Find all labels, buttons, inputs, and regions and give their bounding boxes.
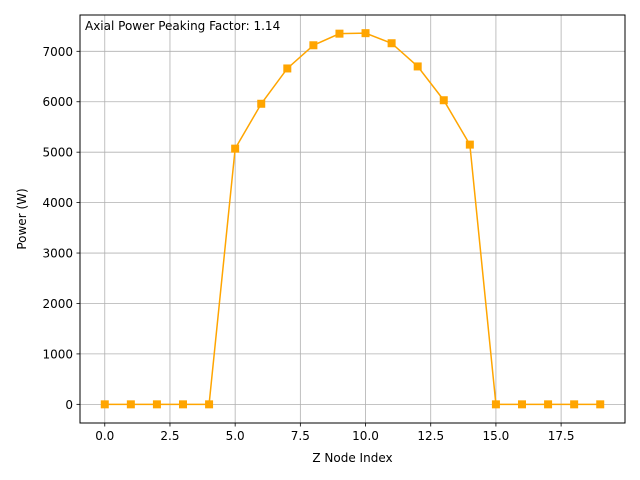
data-point [152, 400, 161, 409]
data-point [544, 400, 553, 409]
data-point [596, 400, 605, 409]
x-tick-label: 5.0 [226, 429, 245, 443]
data-point [570, 400, 579, 409]
ticks: 0.0 2.5 5.0 7.5 10.0 12.5 15.0 17.5 0 1000 2000 300… [42, 45, 574, 443]
y-tick-label: 7000 [42, 45, 73, 59]
data-point [465, 140, 474, 149]
y-tick-label: 6000 [42, 95, 73, 109]
y-tick-label: 3000 [42, 247, 73, 261]
y-tick-label: 0 [65, 398, 73, 412]
peaking-factor-annotation: Axial Power Peaking Factor: 1.14 [85, 19, 280, 33]
x-tick-label: 0.0 [95, 429, 114, 443]
x-tick-label: 17.5 [548, 429, 575, 443]
data-point [100, 400, 109, 409]
series-layer [100, 29, 605, 409]
data-point [491, 400, 500, 409]
x-tick-label: 10.0 [352, 429, 379, 443]
x-axis-label: Z Node Index [312, 451, 392, 465]
data-point [387, 39, 396, 48]
data-point [283, 64, 292, 73]
plot-frame [79, 14, 626, 424]
y-tick-label: 1000 [42, 347, 73, 361]
data-point [439, 96, 448, 105]
x-tick-label: 2.5 [160, 429, 179, 443]
data-point [309, 41, 318, 50]
data-point [126, 400, 135, 409]
data-point [335, 29, 344, 38]
data-point [517, 400, 526, 409]
y-tick-label: 2000 [42, 297, 73, 311]
x-tick-label: 15.0 [483, 429, 510, 443]
series-line [104, 32, 601, 406]
data-point [361, 29, 370, 38]
data-point [231, 144, 240, 153]
x-tick-label: 12.5 [417, 429, 444, 443]
data-point [257, 99, 266, 108]
data-point [205, 400, 214, 409]
y-axis-label: Power (W) [15, 188, 29, 249]
y-tick-label: 5000 [42, 146, 73, 160]
data-point [179, 400, 188, 409]
y-tick-label: 4000 [42, 196, 73, 210]
x-tick-label: 7.5 [291, 429, 310, 443]
data-point [413, 62, 422, 71]
